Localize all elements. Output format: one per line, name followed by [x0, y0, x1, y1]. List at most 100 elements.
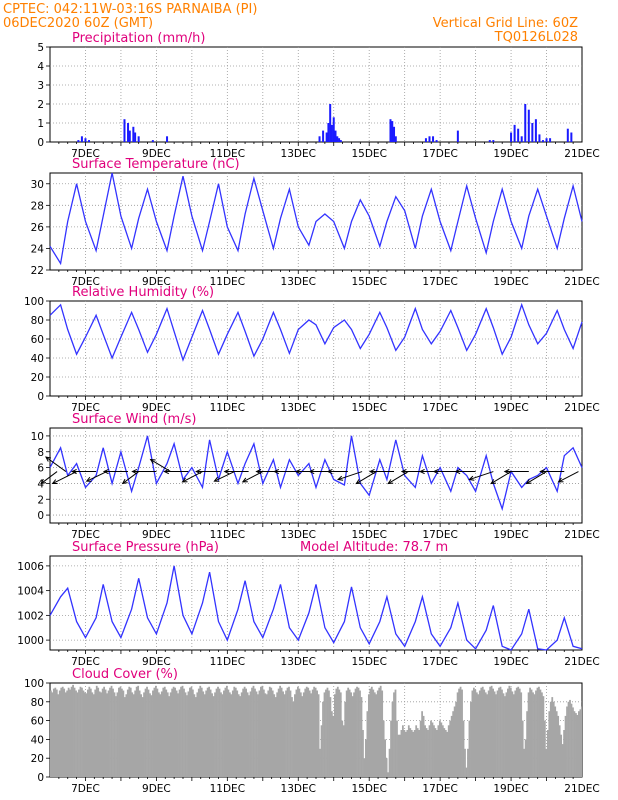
cloud-bar — [153, 687, 156, 777]
cloud-bar — [193, 694, 196, 777]
cloud-bar — [520, 692, 523, 777]
cloud-bar — [401, 725, 404, 777]
cloud-bar — [458, 688, 460, 777]
cloud-bar — [542, 696, 545, 777]
cloud-bar — [393, 692, 395, 777]
precip-title: Precipitation (mm/h) — [72, 31, 205, 46]
cloud-bar — [524, 739, 527, 777]
wind-arrow-head — [131, 468, 138, 475]
cloud-bar — [120, 688, 123, 777]
cloud-bar — [421, 711, 423, 777]
wind-xtick-label: 15DEC — [351, 529, 386, 541]
precip-bar — [339, 140, 342, 142]
cloud-bar — [85, 693, 88, 777]
cloud-bar — [558, 725, 561, 777]
precip-bar — [389, 119, 392, 142]
wind-arrow-head — [525, 479, 532, 485]
cloud-bar — [424, 725, 426, 777]
cloud-bar — [444, 730, 447, 777]
cloud-ytick-label: 60 — [31, 716, 44, 728]
cloud-bar — [225, 685, 228, 777]
cloud-bar — [115, 696, 117, 777]
precip-bar — [151, 140, 154, 142]
pressure-xtick-label: 19DEC — [493, 656, 528, 668]
wind-arrow-head — [294, 468, 301, 475]
wind-arrow-shaft — [40, 471, 58, 484]
cloud-bar — [304, 688, 307, 777]
cloud-bar — [231, 690, 234, 777]
cloud-bar — [100, 692, 103, 777]
cloud-bar — [294, 694, 296, 777]
cloud-bar — [205, 690, 208, 777]
cloud-bar — [268, 686, 271, 777]
cloud-bar — [369, 688, 372, 777]
cloud-bar — [258, 690, 261, 777]
precip-xtick-label: 15DEC — [351, 148, 386, 160]
cloud-bar — [470, 701, 472, 777]
cloud-bar — [172, 686, 175, 777]
header-date: 06DEC2020 60Z (GMT) — [3, 16, 153, 31]
cloud-bar — [282, 691, 284, 777]
cloud-bar — [63, 688, 66, 777]
pressure-xtick-label: 15DEC — [351, 656, 386, 668]
wind-ytick-label: 10 — [31, 431, 44, 443]
header-model-id: TQ0126L028 — [494, 30, 578, 45]
temperature-xtick-label: 9DEC — [142, 276, 171, 288]
cloud-bar — [166, 692, 169, 777]
temperature-ytick-label: 28 — [31, 200, 44, 212]
cloud-bar — [218, 688, 221, 777]
cloud-bar — [391, 701, 394, 777]
cloud-bar — [461, 689, 463, 777]
cloud-bar — [580, 706, 582, 777]
cloud-bar — [388, 748, 391, 777]
cloud-bar — [248, 695, 250, 777]
cloud-bar — [452, 711, 455, 777]
precip-bar — [336, 136, 339, 142]
cloud-bar — [224, 687, 227, 777]
precip-bar — [393, 126, 396, 142]
precip-bar — [566, 128, 569, 142]
cloud-bar — [257, 694, 259, 777]
wind-arrow-head — [195, 468, 201, 475]
cloud-bar — [79, 686, 82, 777]
wind-arrow-shaft — [469, 471, 494, 481]
precip-bar — [520, 136, 523, 142]
cloud-bar — [237, 694, 240, 777]
cloud-bar — [412, 731, 415, 777]
cloud-bar — [183, 688, 185, 777]
cloud-bar — [177, 693, 179, 777]
cloud-bar — [116, 692, 119, 777]
cloud-bar — [351, 696, 354, 777]
temperature-ytick-label: 26 — [31, 222, 45, 234]
cloud-bar — [88, 686, 91, 777]
precip-bar — [488, 140, 491, 142]
precip-bar — [332, 117, 335, 142]
cloud-bar — [326, 687, 329, 777]
wind-arrow-head — [539, 468, 546, 475]
cloud-bar — [322, 701, 324, 777]
precip-bar — [137, 136, 140, 142]
wind-arrow-head — [163, 468, 170, 475]
cloud-bar — [354, 688, 357, 777]
cloud-ytick-label: 20 — [31, 753, 44, 765]
cloud-bar — [356, 686, 358, 777]
cloud-bar — [331, 711, 333, 777]
cloud-bar — [353, 692, 355, 777]
cloud-bar — [569, 699, 571, 777]
cloud-bar — [280, 687, 283, 777]
temperature-xtick-label: 21DEC — [564, 276, 599, 288]
precip-bar — [570, 132, 573, 142]
cloud-bar — [443, 728, 446, 777]
humidity-xtick-label: 7DEC — [71, 402, 100, 414]
cloud-bar — [270, 687, 273, 777]
cloud-bar — [73, 687, 76, 777]
cloud-bar — [387, 772, 389, 777]
cloud-bar — [449, 720, 452, 777]
cloud-bar — [186, 695, 188, 777]
precip-bar — [517, 128, 520, 142]
cloud-bar — [301, 696, 304, 777]
cloud-bar — [169, 692, 172, 777]
cloud-bar — [567, 701, 570, 777]
cloud-bar — [523, 748, 526, 777]
cloud-bar — [572, 707, 574, 777]
